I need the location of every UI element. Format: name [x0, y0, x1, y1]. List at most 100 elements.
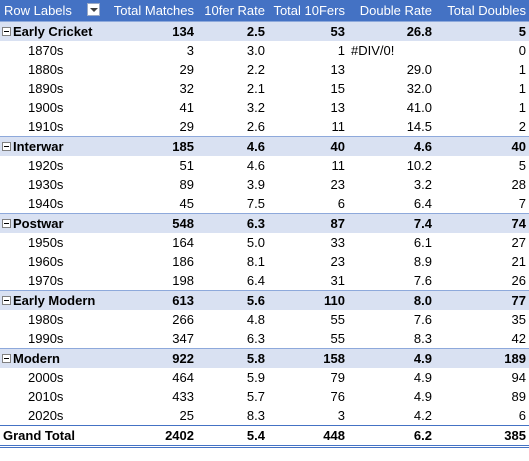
row-label-cell[interactable]: 1990s — [28, 331, 64, 346]
double-rate-cell[interactable]: 8.3 — [413, 331, 432, 346]
group-tenfer-rate-cell[interactable]: 2.5 — [197, 21, 268, 41]
grand-total-row[interactable]: Grand Total 2402 5.4 448 6.2 385 — [0, 425, 529, 448]
collapse-icon[interactable] — [2, 27, 11, 37]
group-total-matches-cell[interactable]: 134 — [102, 21, 197, 41]
total-tenfers-cell[interactable]: 13 — [330, 62, 345, 77]
total-matches-cell[interactable]: 41 — [179, 100, 194, 115]
total-doubles-cell[interactable]: 2 — [518, 119, 526, 134]
tenfer-rate-cell[interactable]: 2.1 — [246, 81, 265, 96]
tenfer-rate-cell[interactable]: 3.2 — [246, 100, 265, 115]
total-matches-cell[interactable]: 3 — [186, 43, 194, 58]
row-label-cell[interactable]: 1950s — [28, 235, 64, 250]
group-label-cell[interactable]: Postwar — [0, 213, 102, 233]
group-total-doubles-cell[interactable]: 189 — [435, 348, 529, 368]
tenfer-rate-cell[interactable]: 8.3 — [246, 408, 265, 423]
group-total-matches-cell[interactable]: 922 — [102, 348, 197, 368]
group-label-cell[interactable]: Interwar — [0, 136, 102, 156]
total-tenfers-cell[interactable]: 23 — [330, 177, 345, 192]
double-rate-cell[interactable]: 7.6 — [413, 312, 432, 327]
total-doubles-cell[interactable]: 1 — [518, 100, 526, 115]
total-doubles-cell[interactable]: 35 — [511, 312, 526, 327]
total-tenfers-cell[interactable]: 31 — [330, 273, 345, 288]
double-rate-cell[interactable]: 4.2 — [413, 408, 432, 423]
total-matches-cell[interactable]: 186 — [172, 254, 194, 269]
tenfer-rate-cell[interactable]: 5.7 — [246, 389, 265, 404]
collapse-icon[interactable] — [2, 142, 11, 152]
group-label-cell[interactable]: Early Cricket — [0, 21, 102, 41]
row-label-cell[interactable]: 1940s — [28, 196, 64, 211]
total-doubles-cell[interactable]: 1 — [518, 81, 526, 96]
total-tenfers-cell[interactable]: 33 — [330, 235, 345, 250]
row-label-cell[interactable]: 1960s — [28, 254, 64, 269]
total-tenfers-cell[interactable]: 3 — [337, 408, 345, 423]
group-total-tenfers-cell[interactable]: 158 — [268, 348, 348, 368]
group-total-matches-cell[interactable]: 613 — [102, 290, 197, 310]
group-double-rate-cell[interactable]: 4.6 — [348, 136, 435, 156]
total-tenfers-cell[interactable]: 79 — [330, 370, 345, 385]
tenfer-rate-cell[interactable]: 6.4 — [246, 273, 265, 288]
total-matches-cell[interactable]: 164 — [172, 235, 194, 250]
grand-total-label[interactable]: Grand Total — [0, 425, 102, 448]
group-total-tenfers-cell[interactable]: 53 — [268, 21, 348, 41]
total-matches-cell[interactable]: 464 — [172, 370, 194, 385]
group-label-cell[interactable]: Early Modern — [0, 290, 102, 310]
row-label-cell[interactable]: 1880s — [28, 62, 64, 77]
row-label-cell[interactable]: 1970s — [28, 273, 64, 288]
row-label-cell[interactable]: 1900s — [28, 100, 64, 115]
tenfer-rate-cell[interactable]: 2.6 — [246, 119, 265, 134]
double-rate-cell[interactable]: 41.0 — [406, 100, 432, 115]
total-doubles-cell[interactable]: 42 — [511, 331, 526, 346]
double-rate-header[interactable]: Double Rate — [348, 0, 435, 22]
group-total-tenfers-cell[interactable]: 87 — [268, 213, 348, 233]
double-rate-cell[interactable]: 29.0 — [406, 62, 432, 77]
group-tenfer-rate-cell[interactable]: 4.6 — [197, 136, 268, 156]
table-row[interactable]: 1950s 164 5.0 33 6.1 27 — [0, 233, 529, 252]
table-row[interactable]: 1920s 51 4.6 11 10.2 5 — [0, 156, 529, 175]
tenfer-rate-cell[interactable]: 2.2 — [246, 62, 265, 77]
total-tenfers-cell[interactable]: 6 — [337, 196, 345, 211]
group-double-rate-cell[interactable]: 7.4 — [348, 213, 435, 233]
total-doubles-cell[interactable]: 89 — [511, 389, 526, 404]
double-rate-cell[interactable]: 10.2 — [406, 158, 432, 173]
table-row[interactable]: 1900s 41 3.2 13 41.0 1 — [0, 98, 529, 117]
grand-total-doubles-cell[interactable]: 385 — [435, 425, 529, 448]
group-total-tenfers-cell[interactable]: 40 — [268, 136, 348, 156]
table-row[interactable]: 2020s 25 8.3 3 4.2 6 — [0, 406, 529, 426]
double-rate-cell[interactable]: 8.9 — [413, 254, 432, 269]
tenfer-rate-cell[interactable]: 8.1 — [246, 254, 265, 269]
total-tenfers-cell[interactable]: 55 — [330, 331, 345, 346]
total-tenfers-cell[interactable]: 15 — [330, 81, 345, 96]
total-matches-cell[interactable]: 51 — [179, 158, 194, 173]
row-label-cell[interactable]: 2000s — [28, 370, 64, 385]
tenfer-rate-cell[interactable]: 3.9 — [246, 177, 265, 192]
total-tenfers-cell[interactable]: 55 — [330, 312, 345, 327]
total-doubles-cell[interactable]: 5 — [518, 158, 526, 173]
total-tenfers-cell[interactable]: 1 — [337, 43, 345, 58]
total-matches-cell[interactable]: 45 — [179, 196, 194, 211]
group-row[interactable]: Modern 922 5.8 158 4.9 189 — [0, 348, 529, 368]
tenfer-rate-header[interactable]: 10fer Rate — [197, 0, 268, 22]
group-tenfer-rate-cell[interactable]: 6.3 — [197, 213, 268, 233]
tenfer-rate-cell[interactable]: 3.0 — [246, 43, 265, 58]
group-double-rate-cell[interactable]: 4.9 — [348, 348, 435, 368]
total-doubles-cell[interactable]: 26 — [511, 273, 526, 288]
total-matches-cell[interactable]: 266 — [172, 312, 194, 327]
filter-dropdown-icon[interactable] — [87, 3, 100, 16]
tenfer-rate-cell[interactable]: 4.8 — [246, 312, 265, 327]
group-total-doubles-cell[interactable]: 5 — [435, 21, 529, 41]
group-double-rate-cell[interactable]: 8.0 — [348, 290, 435, 310]
total-doubles-cell[interactable]: 94 — [511, 370, 526, 385]
table-row[interactable]: 1960s 186 8.1 23 8.9 21 — [0, 252, 529, 271]
total-matches-cell[interactable]: 25 — [179, 408, 194, 423]
total-matches-cell[interactable]: 29 — [179, 119, 194, 134]
table-row[interactable]: 1880s 29 2.2 13 29.0 1 — [0, 60, 529, 79]
collapse-icon[interactable] — [2, 219, 11, 229]
double-rate-cell[interactable]: 4.9 — [413, 389, 432, 404]
table-row[interactable]: 1870s 3 3.0 1 #DIV/0! 0 — [0, 41, 529, 60]
double-rate-cell[interactable]: 6.4 — [413, 196, 432, 211]
row-label-cell[interactable]: 1980s — [28, 312, 64, 327]
group-total-doubles-cell[interactable]: 40 — [435, 136, 529, 156]
tenfer-rate-cell[interactable]: 6.3 — [246, 331, 265, 346]
table-row[interactable]: 1970s 198 6.4 31 7.6 26 — [0, 271, 529, 291]
tenfer-rate-cell[interactable]: 4.6 — [246, 158, 265, 173]
